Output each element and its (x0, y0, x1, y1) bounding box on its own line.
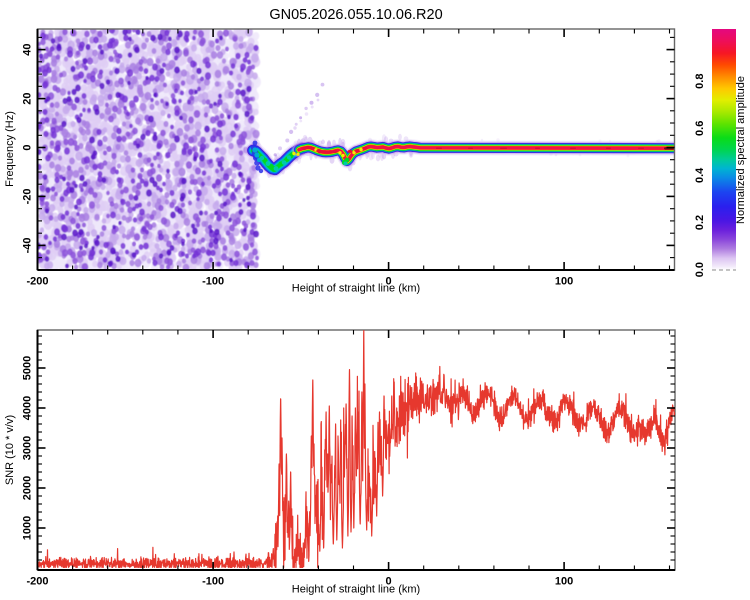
svg-text:0.4: 0.4 (694, 167, 706, 183)
svg-text:Height of straight line (km): Height of straight line (km) (292, 283, 420, 295)
svg-text:0.2: 0.2 (694, 215, 706, 230)
svg-text:Normalized spectral amplitude: Normalized spectral amplitude (735, 76, 747, 224)
svg-text:0.8: 0.8 (694, 74, 706, 89)
svg-text:-200: -200 (26, 576, 48, 588)
svg-text:SNR (10 * v/v): SNR (10 * v/v) (4, 415, 16, 485)
svg-text:Height of straight line (km): Height of straight line (km) (292, 584, 420, 596)
svg-text:0: 0 (22, 144, 34, 150)
svg-text:1000: 1000 (22, 516, 34, 540)
svg-text:3000: 3000 (22, 436, 34, 460)
svg-text:0: 0 (386, 276, 392, 288)
svg-text:Frequency (Hz): Frequency (Hz) (4, 111, 16, 187)
svg-text:0: 0 (386, 576, 392, 588)
svg-text:5000: 5000 (22, 356, 34, 380)
svg-text:-20: -20 (22, 188, 34, 204)
svg-text:-100: -100 (202, 276, 224, 288)
svg-text:0.6: 0.6 (694, 121, 706, 136)
svg-text:-100: -100 (202, 576, 224, 588)
svg-text:40: 40 (22, 43, 34, 55)
svg-text:0.0: 0.0 (694, 262, 706, 277)
svg-text:4000: 4000 (22, 396, 34, 420)
svg-text:GN05.2026.055.10.06.R20: GN05.2026.055.10.06.R20 (269, 7, 442, 23)
svg-text:2000: 2000 (22, 476, 34, 500)
svg-text:-40: -40 (22, 237, 34, 253)
svg-text:20: 20 (22, 92, 34, 104)
svg-text:100: 100 (555, 276, 573, 288)
svg-text:-200: -200 (26, 276, 48, 288)
svg-text:100: 100 (555, 576, 573, 588)
